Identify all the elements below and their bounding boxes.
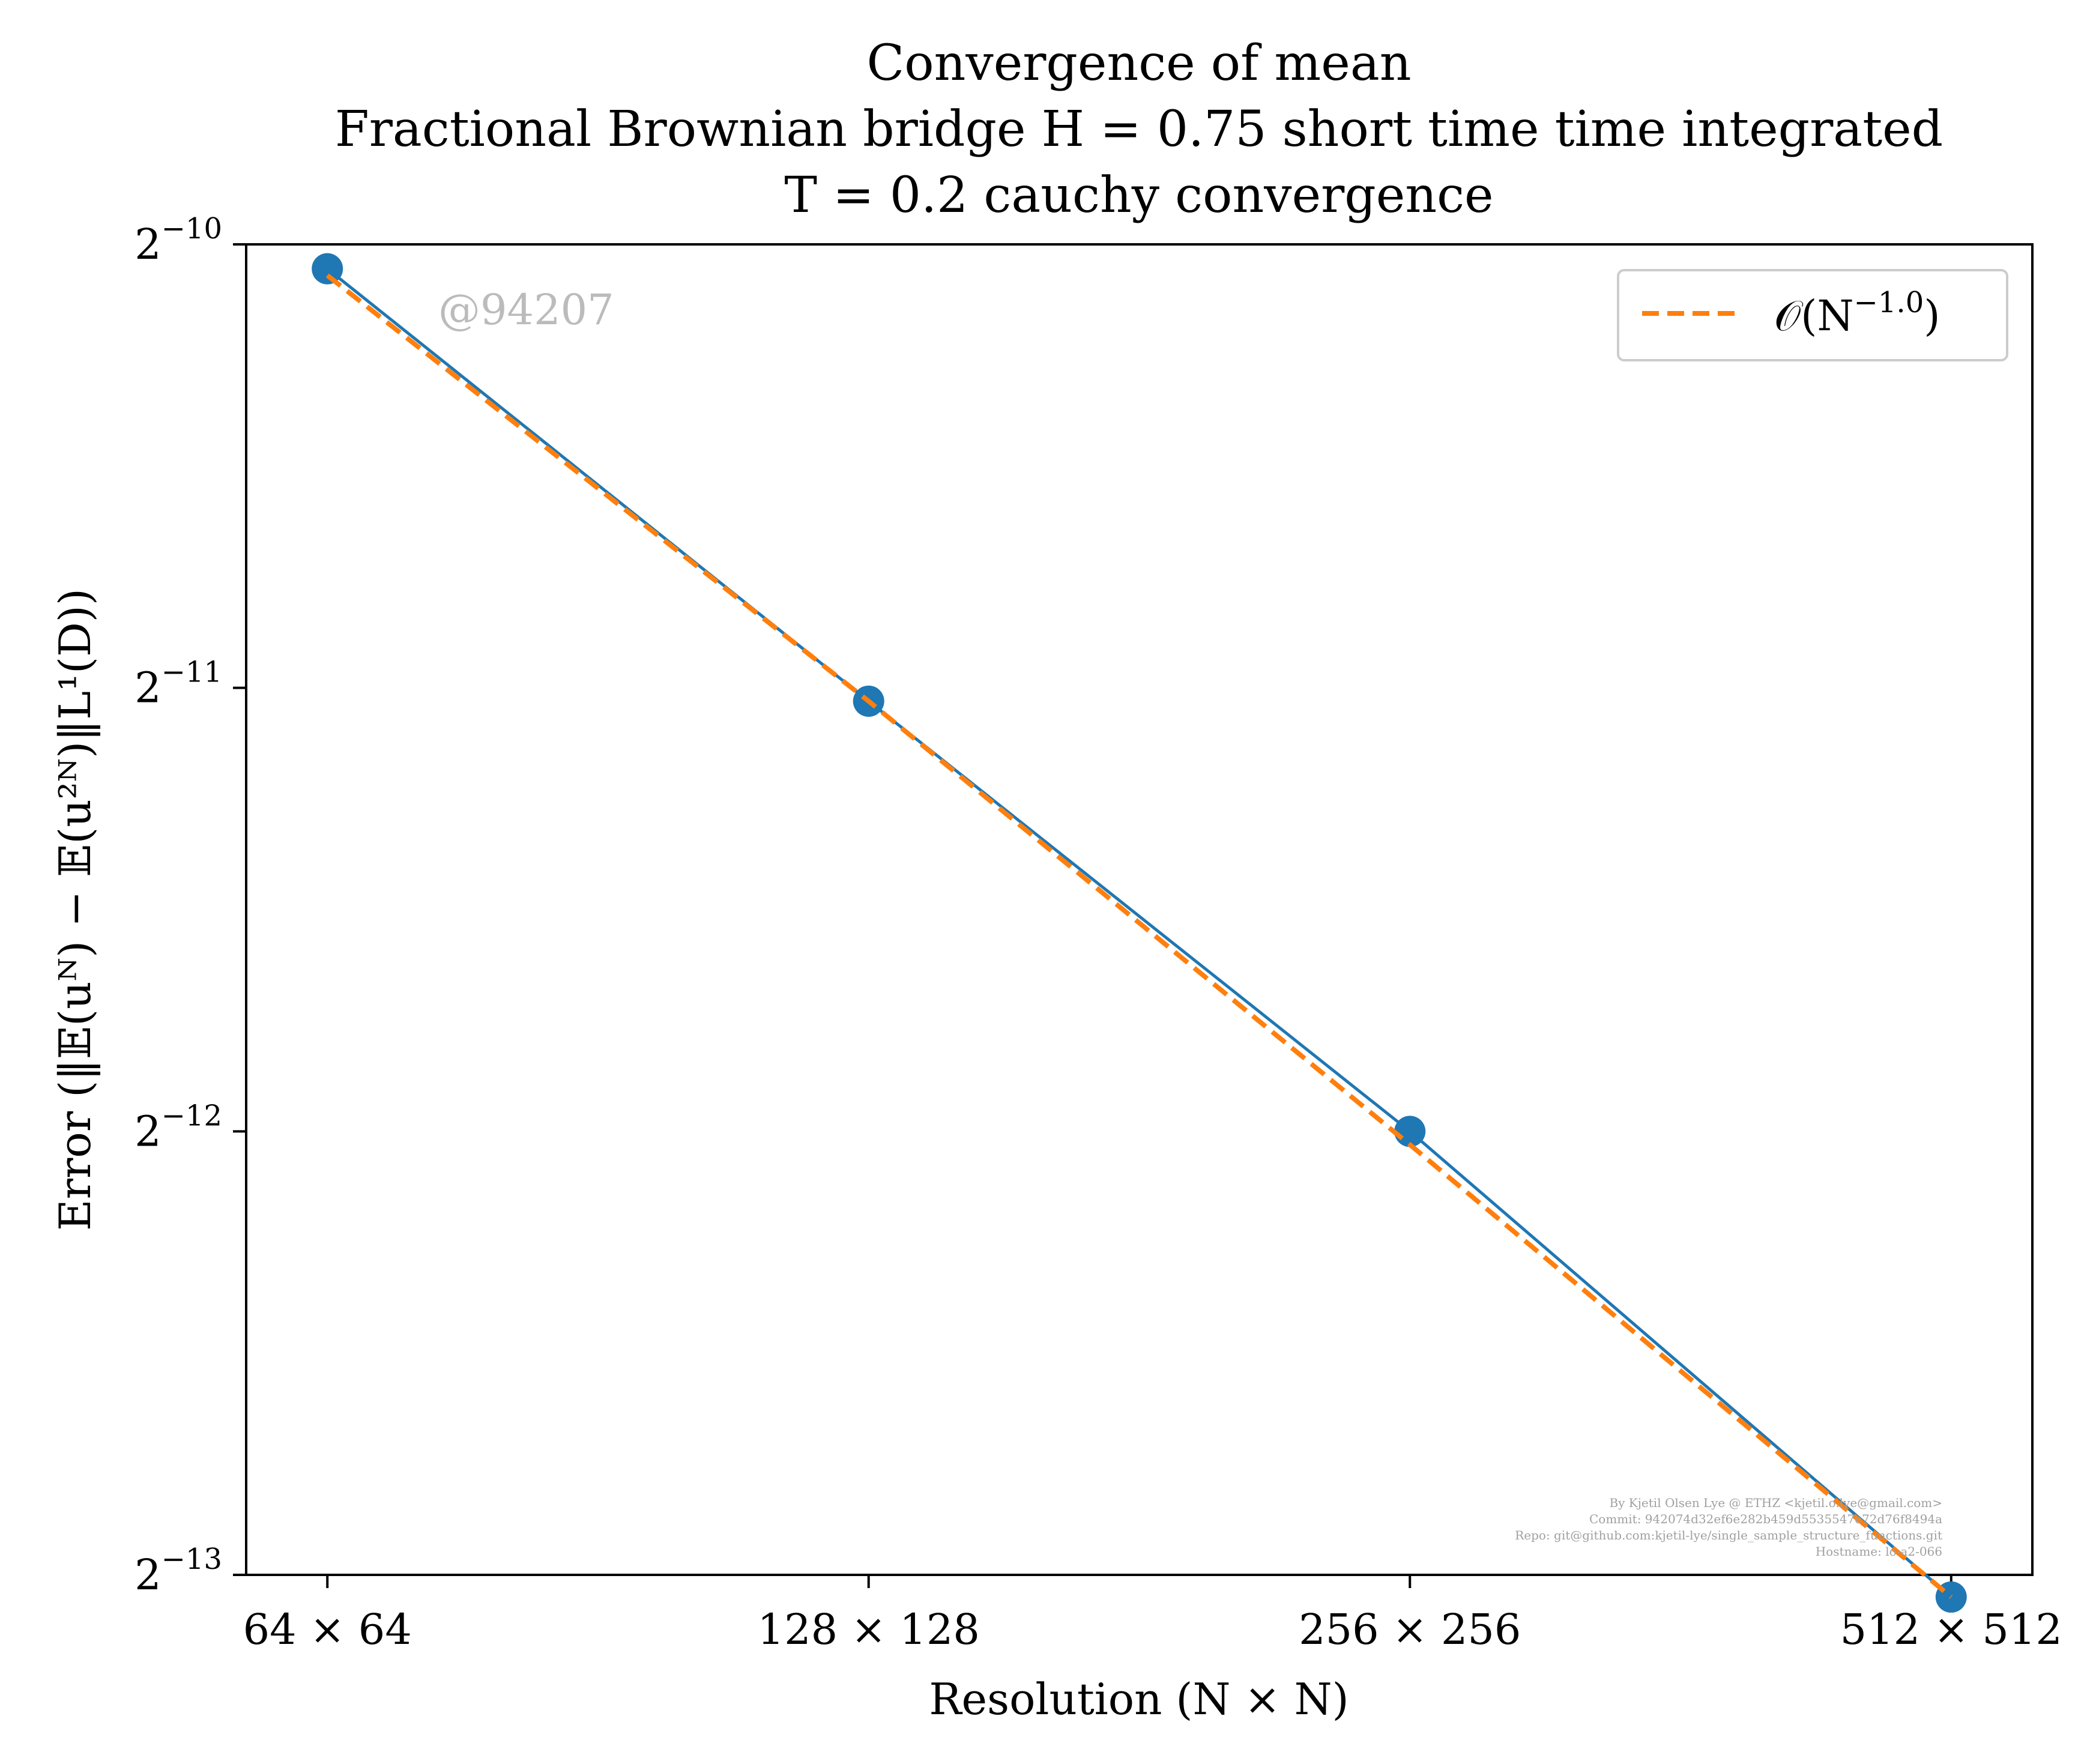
x-axis-ticks: 64 × 64 128 × 128 256 × 256 512 × 512 xyxy=(243,1575,2062,1654)
x-tick-label: 512 × 512 xyxy=(1840,1605,2062,1654)
y-axis-ticks: 2−10 2−11 2−12 2−13 xyxy=(134,212,246,1599)
y-axis-label: Error (‖𝔼(uᴺ) − 𝔼(u²ᴺ)‖L¹(D)) xyxy=(50,588,100,1231)
y-tick-label: 2−11 xyxy=(134,656,222,713)
x-tick-label: 64 × 64 xyxy=(243,1605,412,1654)
plot-area xyxy=(245,243,2034,1576)
legend-label: 𝒪(N−1.0) xyxy=(1774,286,1940,340)
credit-line: Commit: 942074d32ef6e282b459d5535547e72d… xyxy=(1589,1512,1942,1526)
credit-line: Repo: git@github.com:kjetil-lye/single_s… xyxy=(1515,1528,1942,1542)
x-tick-label: 256 × 256 xyxy=(1299,1605,1521,1654)
y-tick-label: 2−10 xyxy=(134,212,222,269)
legend-box xyxy=(1617,269,2008,361)
error-series-point xyxy=(1394,1116,1426,1147)
series-layer xyxy=(312,253,1967,1613)
reference-line xyxy=(325,273,1953,1599)
x-tick-label: 128 × 128 xyxy=(758,1605,980,1654)
credits-block: By Kjetil Olsen Lye @ ETHZ <kjetil.o.lye… xyxy=(1515,1496,1942,1559)
legend: 𝒪(N−1.0) xyxy=(1617,269,2008,361)
error-series-line xyxy=(326,267,1953,1598)
title-line-2: Fractional Brownian bridge H = 0.75 shor… xyxy=(335,101,1943,158)
title-line-3: T = 0.2 cauchy convergence xyxy=(784,167,1493,224)
y-tick-label: 2−12 xyxy=(134,1099,222,1156)
watermark-text: @94207 xyxy=(438,285,614,334)
y-tick-label: 2−13 xyxy=(134,1542,222,1599)
credit-line: By Kjetil Olsen Lye @ ETHZ <kjetil.o.lye… xyxy=(1609,1496,1942,1510)
error-series-point xyxy=(312,253,343,285)
credit-line: Hostname: lo-a2-066 xyxy=(1816,1544,1942,1559)
title-line-1: Convergence of mean xyxy=(866,35,1411,92)
x-axis-label: Resolution (N × N) xyxy=(929,1674,1349,1724)
chart-title: Convergence of mean Fractional Brownian … xyxy=(335,35,1943,224)
